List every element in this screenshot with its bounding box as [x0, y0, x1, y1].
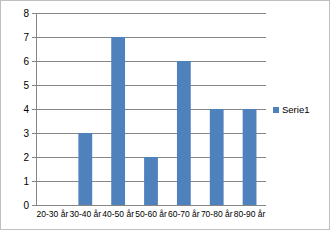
x-tick-label: 20-30 år — [37, 209, 69, 219]
y-tick — [32, 157, 36, 158]
bars — [78, 37, 256, 205]
chart-border — [1, 1, 330, 230]
y-tick-label: 5 — [23, 80, 29, 91]
x-tick-label: 70-80 år — [201, 209, 233, 219]
grid-line — [36, 85, 266, 86]
y-tick-label: 7 — [23, 32, 29, 43]
x-tick-label: 30-40 år — [69, 209, 101, 219]
bar — [243, 109, 257, 205]
y-tick-label: 6 — [23, 56, 29, 67]
bar — [111, 37, 125, 205]
x-tick-label: 40-50 år — [102, 209, 134, 219]
grid-line — [36, 37, 266, 38]
x-tick-label: 80-90 år — [234, 209, 266, 219]
y-tick — [32, 13, 36, 14]
grid-line — [36, 61, 266, 62]
bar — [46, 205, 60, 206]
grid-line — [36, 13, 266, 14]
y-tick — [32, 85, 36, 86]
bar — [177, 61, 191, 205]
bar — [210, 109, 224, 205]
y-tick — [32, 181, 36, 182]
bar — [78, 133, 92, 205]
y-tick — [32, 109, 36, 110]
x-axis — [36, 205, 266, 206]
y-tick — [32, 133, 36, 134]
y-tick-label: 4 — [23, 104, 29, 115]
grid-line — [36, 109, 266, 110]
y-tick-label: 8 — [23, 8, 29, 19]
y-tick — [32, 37, 36, 38]
legend-label: Serie1 — [282, 104, 309, 115]
legend-swatch — [273, 107, 279, 113]
y-tick — [32, 61, 36, 62]
y-tick-label: 2 — [23, 152, 29, 163]
y-axis — [36, 13, 37, 205]
bar — [144, 157, 158, 205]
grid-line — [36, 133, 266, 134]
x-tick-label: 60-70 år — [168, 209, 200, 219]
grid-line — [36, 205, 266, 206]
x-tick-label: 50-60 år — [135, 209, 167, 219]
y-tick — [32, 205, 36, 206]
chart: 0 1 2 3 4 5 6 7 8 20-30 år30-40 år40-50 år50-60 å… — [0, 0, 330, 230]
y-tick-label: 0 — [23, 200, 29, 211]
y-tick-label: 3 — [23, 128, 29, 139]
y-tick-label: 1 — [23, 176, 29, 187]
